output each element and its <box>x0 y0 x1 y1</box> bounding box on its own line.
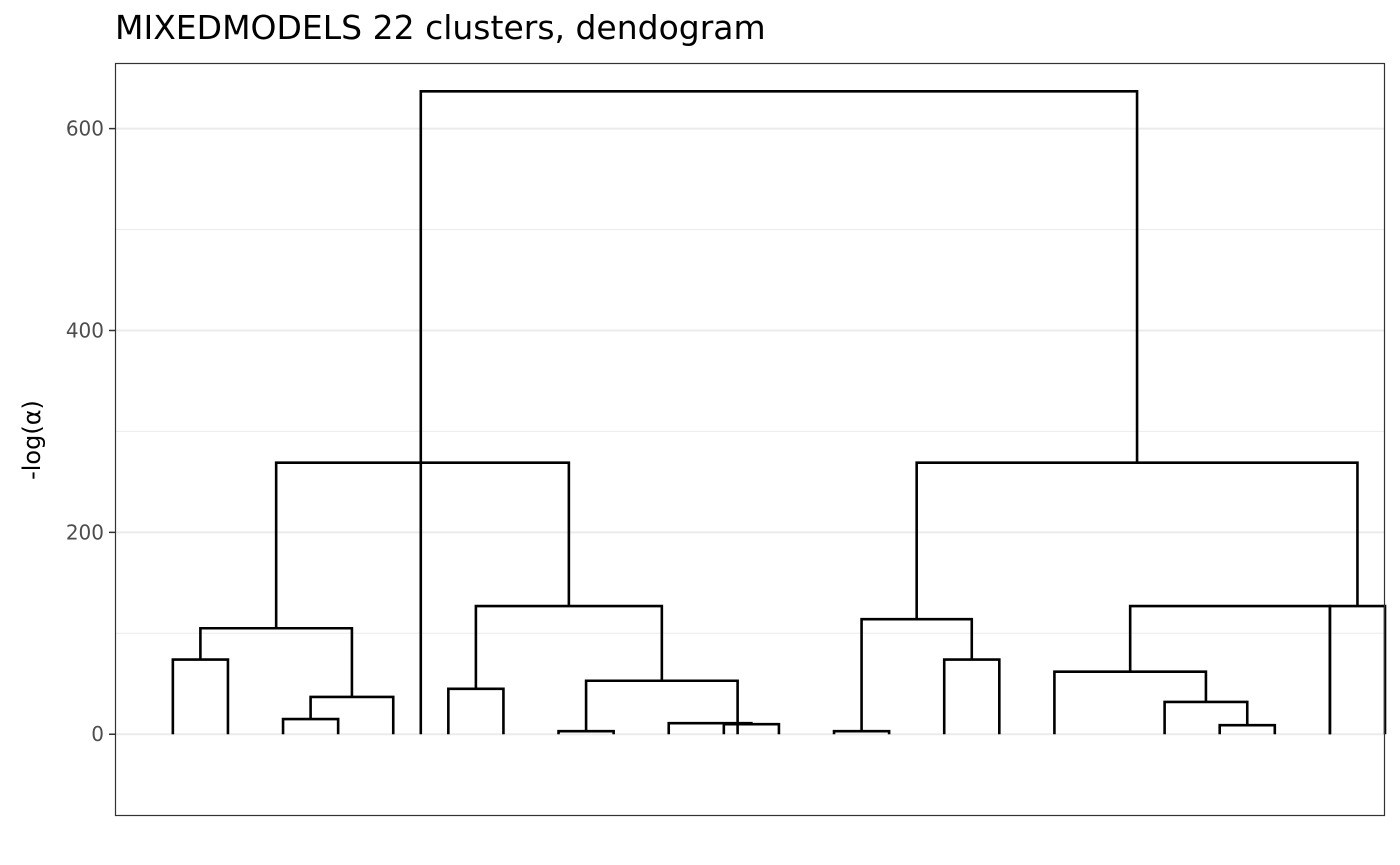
dendrogram-link <box>722 722 781 735</box>
dendrogram-link <box>1053 670 1208 735</box>
dendrogram-link <box>447 687 505 735</box>
dendrogram-link <box>584 679 739 735</box>
grid-lines <box>115 127 1385 736</box>
plot-panel-border <box>114 62 1386 817</box>
y-axis-title: -log(α) <box>18 400 46 480</box>
dendrogram-link <box>171 658 230 735</box>
y-tick-label: 0 <box>91 722 104 746</box>
dendrogram-link <box>1163 700 1249 735</box>
dendrogram-link <box>274 461 571 629</box>
dendrogram-tree <box>171 89 1387 735</box>
dendrogram-link <box>1128 604 1332 735</box>
dendrogram-link <box>199 626 354 697</box>
dendrogram-link <box>942 658 1001 735</box>
dendrogram-link <box>474 604 664 689</box>
y-tick-label: 200 <box>66 520 104 544</box>
y-axis: 0 200 400 600 <box>66 117 115 746</box>
dendrogram-link <box>309 695 395 735</box>
y-tick-label: 400 <box>66 318 104 342</box>
y-tick-label: 600 <box>66 117 104 141</box>
dendrogram-link <box>1328 604 1387 735</box>
dendrogram-link <box>860 617 974 732</box>
dendrogram-link <box>915 461 1359 620</box>
dendrogram-link <box>1218 723 1277 735</box>
dendrogram-link <box>281 717 340 735</box>
dendrogram-link <box>419 89 1139 735</box>
chart-title: MIXEDMODELS 22 clusters, dendogram <box>115 8 766 47</box>
